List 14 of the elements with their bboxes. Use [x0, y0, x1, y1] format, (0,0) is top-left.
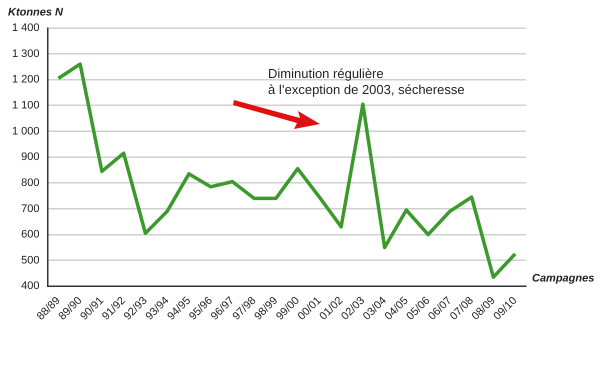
y-tick-label: 1 000: [12, 125, 40, 138]
annotation: Diminution régulière à l’exception de 2003, sécheresse: [268, 66, 465, 98]
y-tick-label: 1 200: [12, 74, 40, 86]
x-axis-title: Campagnes: [532, 272, 594, 285]
y-tick-label: 700: [21, 202, 40, 215]
y-tick-label: 900: [21, 151, 40, 164]
y-tick-label: 1 300: [12, 48, 40, 60]
y-tick-label: 500: [21, 254, 40, 266]
y-tick-label: 600: [21, 228, 40, 241]
y-tick-label: 1 100: [12, 99, 40, 112]
y-axis-title: Ktonnes N: [8, 6, 64, 19]
y-tick-label: 1 400: [12, 22, 40, 34]
y-tick-label: 400: [21, 280, 40, 292]
y-tick-label: 800: [21, 176, 40, 189]
